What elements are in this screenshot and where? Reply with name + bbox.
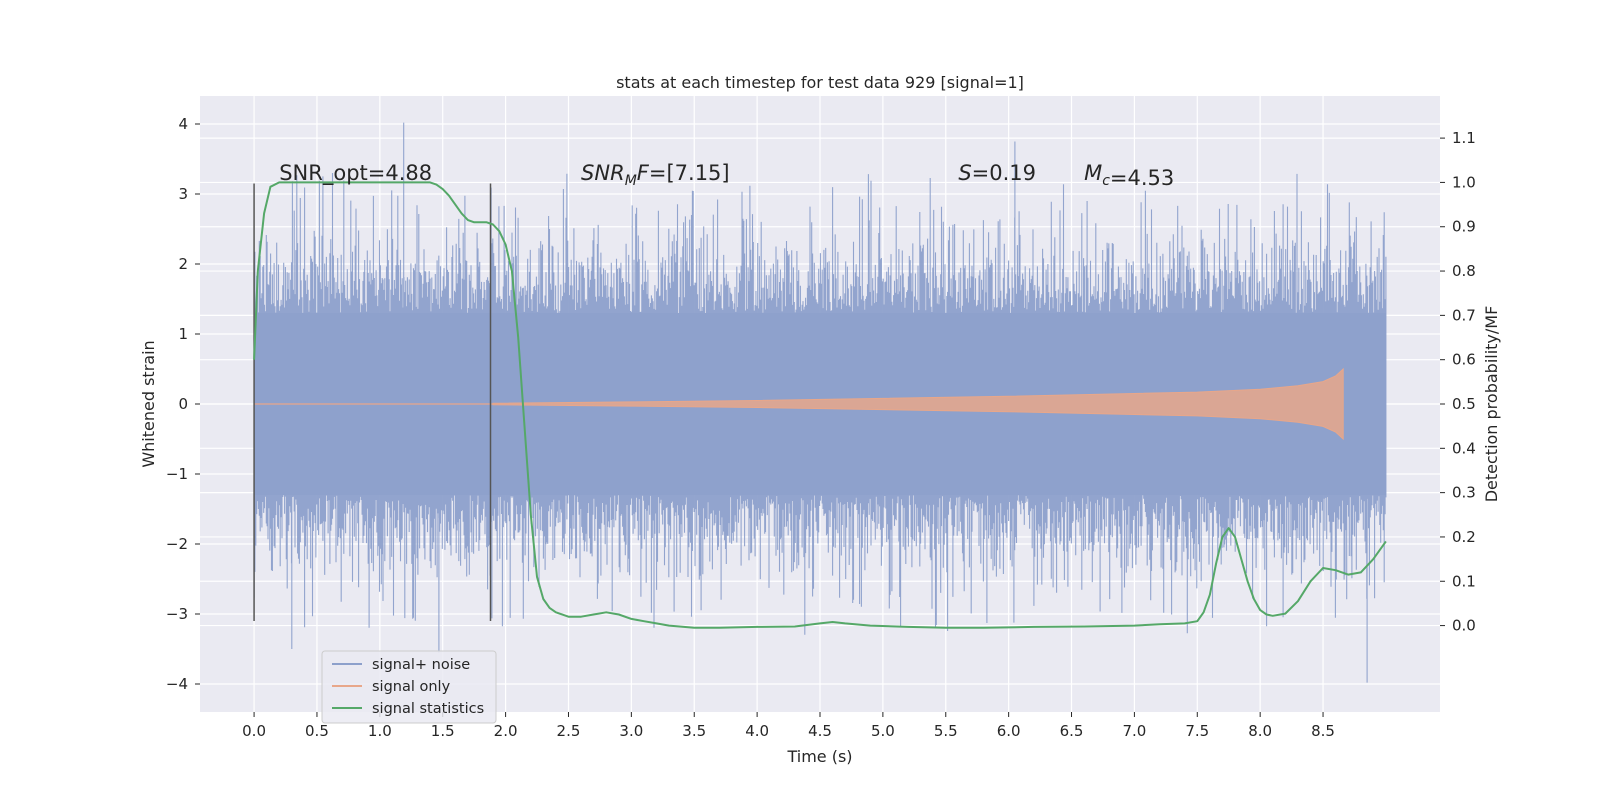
annotation-2: SNRMF=[7.15] [581, 161, 730, 189]
legend-label-signal-noise: signal+ noise [372, 657, 470, 673]
y2-axis-label: Detection probability/MF [1482, 306, 1501, 503]
y2-tick-label: 0.0 [1452, 617, 1476, 635]
x-tick-label: 0.0 [242, 722, 266, 740]
annotation-base: M [1084, 161, 1102, 185]
y2-tick-label: 0.2 [1452, 528, 1476, 546]
legend: signal+ noise signal only signal statist… [321, 650, 497, 724]
x-tick-label: 2.0 [494, 722, 518, 740]
y2-tick-label: 0.7 [1452, 306, 1476, 324]
statistics-line [253, 181, 1387, 629]
legend-label-signal-statistics: signal statistics [372, 701, 484, 717]
x-tick-label: 6.5 [1060, 722, 1084, 740]
y2-tick-label: 0.5 [1452, 395, 1476, 413]
x-tick-label: 6.0 [997, 722, 1021, 740]
x-tick-label: 4.0 [745, 722, 769, 740]
y-tick-label: 0 [178, 395, 188, 413]
window-markers [253, 183, 492, 621]
y2-tick-label: 1.0 [1452, 173, 1476, 191]
annotation-value: =0.19 [972, 161, 1036, 185]
annotation-subscript: M [625, 173, 637, 189]
x-axis: 0.0 0.5 1.0 1.5 2.0 2.5 3.0 3.5 4.0 4.5 5.0 5.5 6.0 6… [242, 712, 1335, 740]
y2-tick-label: 0.8 [1452, 262, 1476, 280]
x-tick-label: 7.5 [1185, 722, 1209, 740]
y2-tick-label: 1.1 [1452, 129, 1476, 147]
series-signal-statistics [253, 181, 1387, 629]
y-tick-label: −2 [166, 535, 188, 553]
annotation-3: S=0.19 [958, 161, 1036, 185]
annotation-value: =[7.15] [649, 161, 730, 185]
x-tick-label: 3.0 [619, 722, 643, 740]
annotation-text: SNR_opt=4.88 [279, 161, 432, 186]
y2-tick-label: 0.6 [1452, 351, 1476, 369]
annotation-base-tail: F [637, 161, 650, 185]
y-tick-label: 2 [178, 255, 188, 273]
series-signal-only [254, 367, 1344, 441]
annotation-value: =4.53 [1110, 166, 1174, 190]
x-tick-label: 8.0 [1248, 722, 1272, 740]
annotation-subscript: c [1102, 173, 1110, 189]
x-tick-label: 5.5 [934, 722, 958, 740]
y2-tick-label: 0.9 [1452, 218, 1476, 236]
y-tick-label: 4 [178, 115, 188, 133]
x-tick-label: 4.5 [808, 722, 832, 740]
y-axis-right: 0.0 0.1 0.2 0.3 0.4 0.5 0.6 0.7 0.8 0.9 1.0 1.1 [1440, 129, 1476, 635]
legend-label-signal-only: signal only [372, 679, 451, 695]
x-axis-label: Time (s) [786, 747, 852, 766]
y2-tick-label: 0.4 [1452, 439, 1476, 457]
annotation-4: Mc=4.53 [1084, 161, 1174, 190]
y2-tick-label: 0.3 [1452, 484, 1476, 502]
y-axis-label: Whitened strain [139, 340, 158, 467]
chart-title: stats at each timestep for test data 929… [616, 73, 1024, 92]
y-tick-label: −3 [166, 605, 188, 623]
x-tick-label: 1.0 [368, 722, 392, 740]
x-tick-label: 2.5 [557, 722, 581, 740]
annotation-base: S [958, 161, 971, 185]
signal-envelope [492, 367, 1344, 441]
y-tick-label: 3 [178, 185, 188, 203]
x-tick-label: 5.0 [871, 722, 895, 740]
annotation-1: SNR_opt=4.88 [279, 161, 432, 186]
legend-box [321, 650, 497, 724]
annotation-base: SNR [581, 161, 625, 185]
x-tick-label: 7.0 [1122, 722, 1146, 740]
y2-tick-label: 0.1 [1452, 572, 1476, 590]
x-tick-label: 0.5 [305, 722, 329, 740]
x-tick-label: 3.5 [682, 722, 706, 740]
x-tick-label: 1.5 [431, 722, 455, 740]
y-tick-label: −1 [166, 465, 188, 483]
annotations: SNR_opt=4.88 SNRMF=[7.15] S=0.19 Mc=4.53 [279, 161, 1174, 190]
y-axis-left: −4 −3 −2 −1 0 1 2 3 4 [166, 115, 200, 693]
y-tick-label: −4 [166, 675, 188, 693]
x-tick-label: 8.5 [1311, 722, 1335, 740]
y-tick-label: 1 [178, 325, 188, 343]
